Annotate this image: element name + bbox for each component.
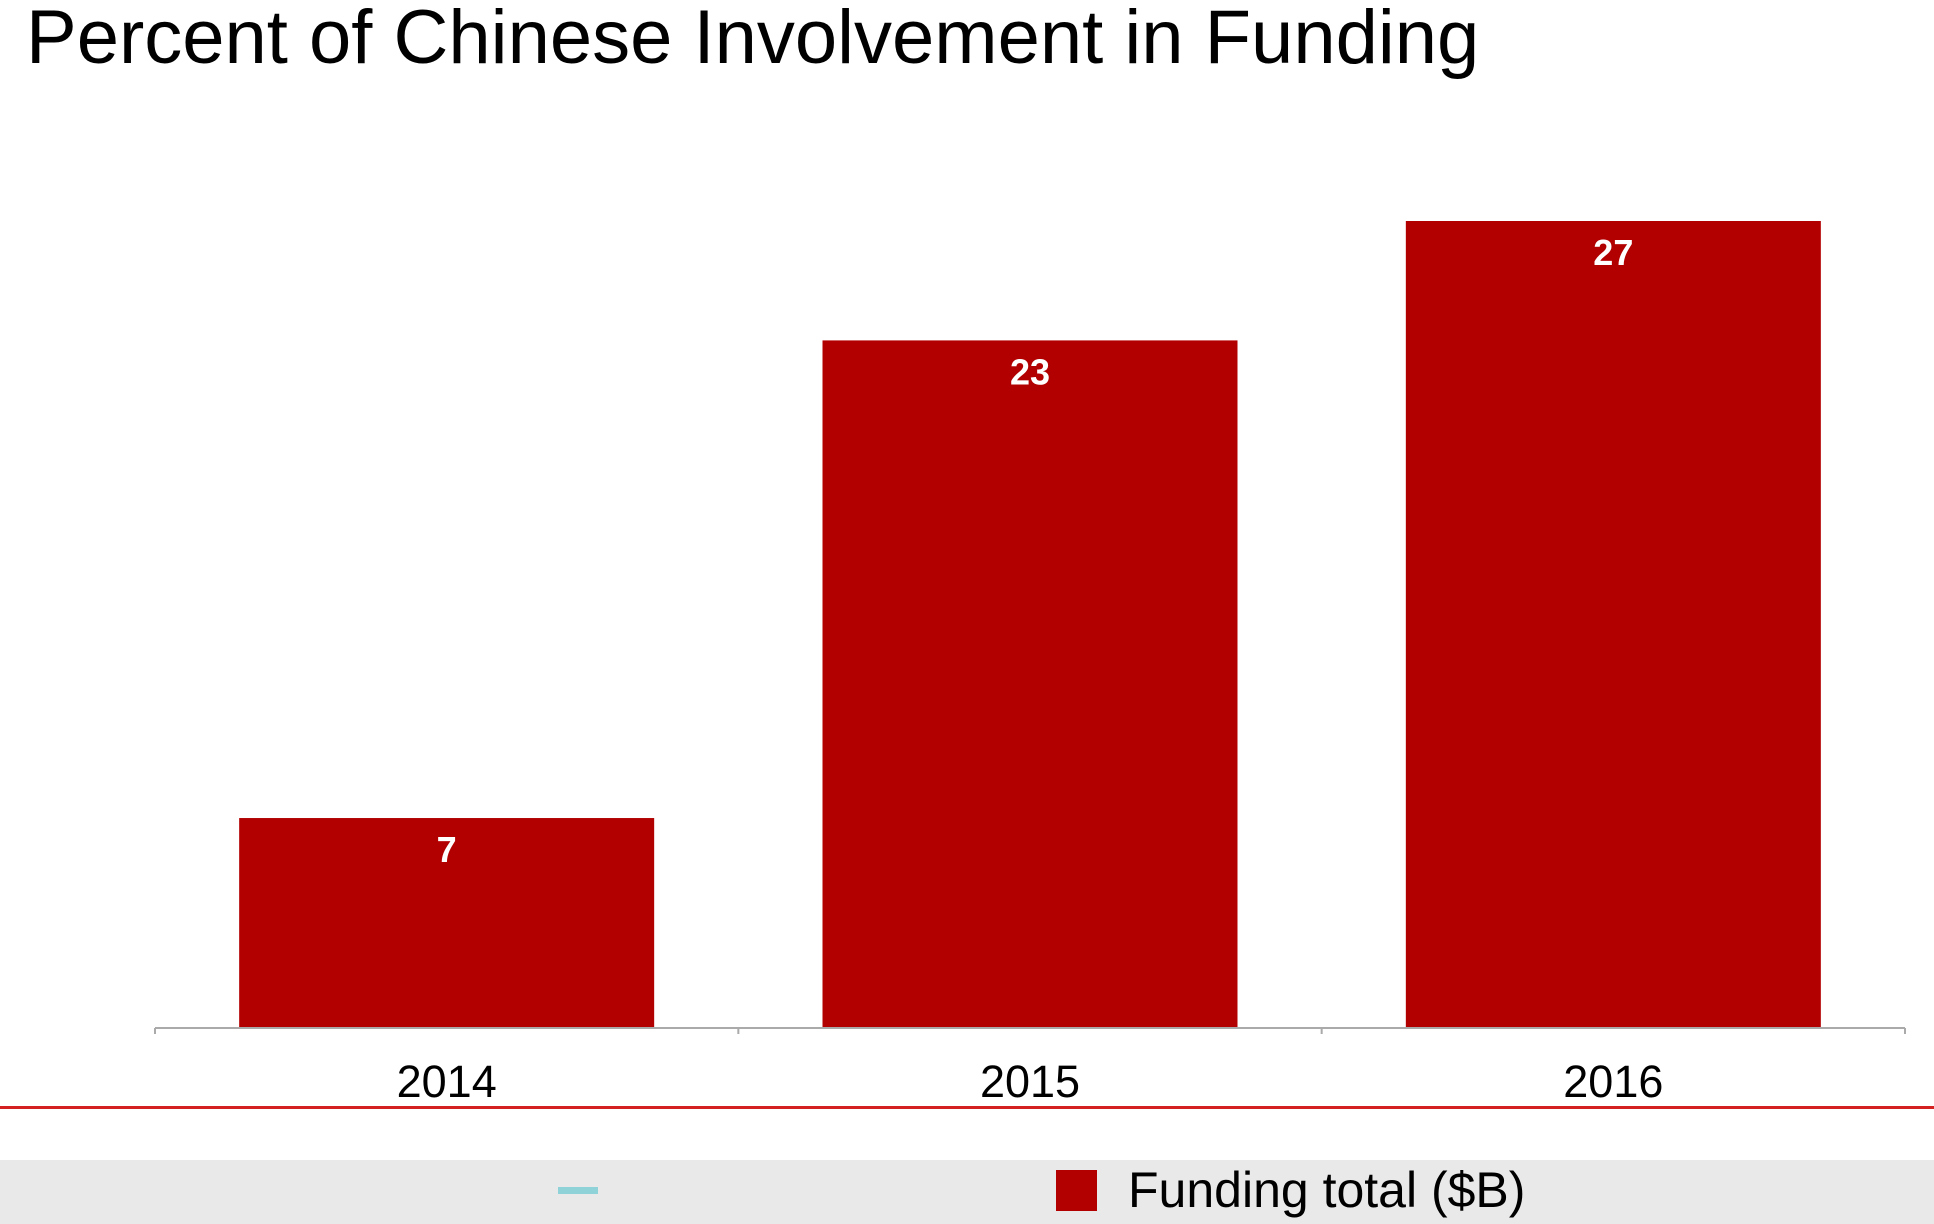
legend-band: Funding total ($B) <box>0 1160 1934 1224</box>
x-tick-label-2016: 2016 <box>1563 1056 1663 1107</box>
red-divider-rule <box>0 1106 1934 1109</box>
bar-2014 <box>239 818 655 1027</box>
data-label-2016: 27 <box>1593 232 1633 273</box>
x-tick-label-2014: 2014 <box>397 1056 497 1107</box>
legend-swatch <box>1056 1170 1097 1211</box>
legend-label: Funding total ($B) <box>1128 1162 1526 1218</box>
bar-2015 <box>822 340 1238 1027</box>
bar-chart: 7 23 27 2014 2015 2016 <box>154 221 1906 1107</box>
data-label-2015: 23 <box>1010 351 1050 392</box>
bar-2016 <box>1405 221 1821 1027</box>
chart-title: Percent of Chinese Involvement in Fundin… <box>26 0 1480 80</box>
x-tick-label-2015: 2015 <box>980 1056 1080 1107</box>
teal-dash-mark <box>558 1187 598 1194</box>
data-label-2014: 7 <box>437 829 457 870</box>
